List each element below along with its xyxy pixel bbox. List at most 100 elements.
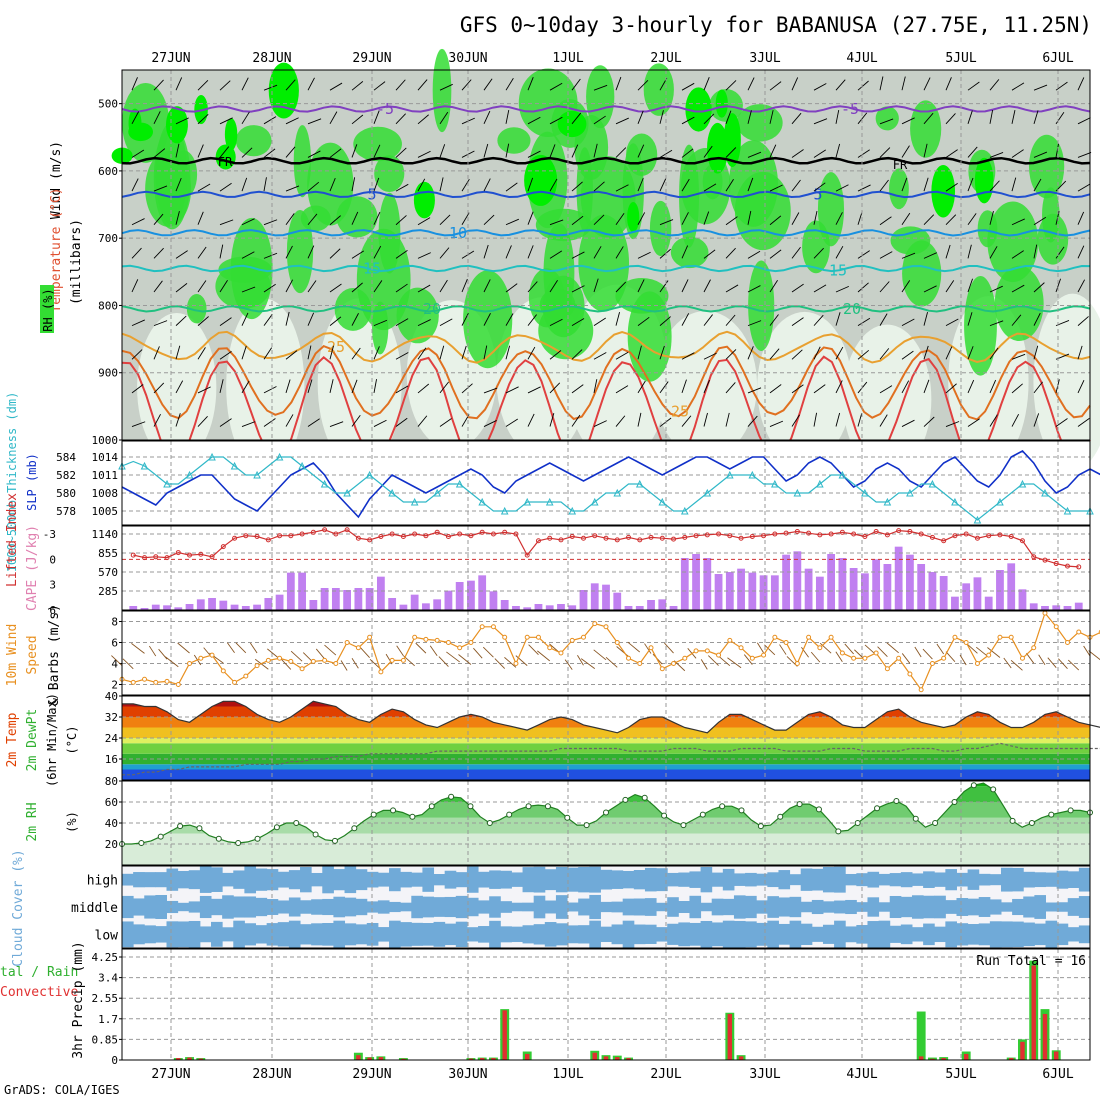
wind-barb xyxy=(307,181,320,192)
rh-region xyxy=(910,100,942,158)
wind-barb xyxy=(1055,143,1059,158)
wind-barb xyxy=(1011,82,1025,91)
cape-bar xyxy=(613,592,622,610)
wind-barb xyxy=(131,77,138,91)
cloud-cell xyxy=(155,895,168,919)
wind-axis-label-a: 10m Wind xyxy=(5,624,20,687)
li-marker xyxy=(400,534,406,540)
li-marker xyxy=(682,534,688,540)
wind-barb xyxy=(835,184,849,192)
wind-barb xyxy=(857,282,869,293)
temp-band xyxy=(122,769,1090,780)
cloud-cell xyxy=(789,896,802,918)
cape-bar xyxy=(793,551,802,610)
wind-barb xyxy=(967,312,973,326)
slp-tick-label: 1011 xyxy=(92,469,119,482)
cloud-cell xyxy=(767,896,779,918)
cape-bar xyxy=(467,580,475,610)
wind-marker xyxy=(175,682,181,687)
cloud-cell xyxy=(856,873,868,887)
rh-region xyxy=(155,122,187,225)
minmax-axis-label: (6hr Min/Max) xyxy=(45,693,59,787)
rh-region xyxy=(235,125,272,157)
wind-barb xyxy=(351,211,359,225)
surface-wind-barb xyxy=(707,655,719,666)
wind-marker xyxy=(749,655,755,661)
rh-marker xyxy=(777,813,784,820)
cloud-cell xyxy=(1056,870,1069,889)
cloud-cell xyxy=(989,921,1002,948)
cape-bar xyxy=(590,583,599,610)
cape-bar xyxy=(331,588,340,610)
thickness-marker xyxy=(568,506,577,515)
li-marker xyxy=(637,537,643,543)
wind-barb xyxy=(175,211,180,225)
rh-marker xyxy=(893,797,900,804)
wind-barb xyxy=(439,177,444,192)
wind-marker xyxy=(626,655,632,661)
surface-wind-barb xyxy=(482,646,494,658)
cape-bar xyxy=(219,600,228,610)
wind-barb xyxy=(417,252,431,259)
surface-wind-barb xyxy=(564,659,573,670)
wind-barb xyxy=(615,281,627,293)
wind-barb xyxy=(219,146,230,158)
wind-barb xyxy=(703,314,713,326)
cloud-cell xyxy=(867,921,880,948)
surface-wind-barb xyxy=(1047,657,1057,668)
thickness-marker xyxy=(410,497,419,506)
wind-barb xyxy=(813,83,827,91)
wind-barb xyxy=(483,313,491,326)
wind-barb xyxy=(439,214,451,226)
cloud-cell xyxy=(678,922,690,947)
wind-barb xyxy=(857,80,869,91)
rh-low-region xyxy=(842,324,932,474)
wind-barb xyxy=(527,150,541,158)
panel-frame xyxy=(121,69,1091,441)
date-label-bottom: 5JUL xyxy=(945,1067,976,1082)
wind-barb xyxy=(175,143,180,158)
thickness-marker xyxy=(726,470,734,479)
cloud-cell xyxy=(811,868,824,891)
rh-high-region xyxy=(557,110,587,138)
wind-barb xyxy=(241,147,253,158)
wind-barb xyxy=(813,412,818,427)
rh-band xyxy=(122,833,1090,865)
cloud-cell xyxy=(923,871,935,888)
wind-barb xyxy=(945,280,955,293)
cloud-cell xyxy=(211,898,223,916)
rh-marker xyxy=(738,807,745,814)
wind-barb xyxy=(483,420,497,427)
surface-wind-barb xyxy=(131,643,145,654)
precip-convective-bar xyxy=(524,1053,530,1060)
cloud-cell xyxy=(199,866,212,893)
date-label-top: 3JUL xyxy=(749,51,780,66)
wind-barb xyxy=(703,113,715,125)
wind-marker xyxy=(1076,629,1082,635)
wind-marker xyxy=(367,634,373,640)
wind-barb xyxy=(263,116,277,125)
cloud-cell xyxy=(722,868,735,891)
wind-barb xyxy=(967,379,975,394)
li-marker xyxy=(1064,563,1070,569)
cloud-cell xyxy=(589,866,601,893)
rh-region xyxy=(670,236,709,269)
wind-barb xyxy=(153,247,164,259)
wind-barb xyxy=(615,184,629,192)
wind-barb xyxy=(329,248,341,259)
wind-barb xyxy=(791,212,800,225)
surface-wind-barb xyxy=(844,643,854,655)
wind-barb xyxy=(659,110,664,124)
slp-tick-label: 1014 xyxy=(92,451,119,464)
cloud-cell xyxy=(122,921,134,948)
cloud-cell xyxy=(166,868,179,891)
cloud-cell xyxy=(745,921,757,948)
wind-barb xyxy=(945,182,958,192)
wind-barb xyxy=(901,76,906,91)
precip-legend-total: tal / Rain xyxy=(0,965,78,980)
wind-barb xyxy=(593,181,605,192)
cloud-cell xyxy=(578,866,590,893)
surface-wind-barb xyxy=(281,659,292,670)
rh-tick-label: 20 xyxy=(105,838,118,851)
